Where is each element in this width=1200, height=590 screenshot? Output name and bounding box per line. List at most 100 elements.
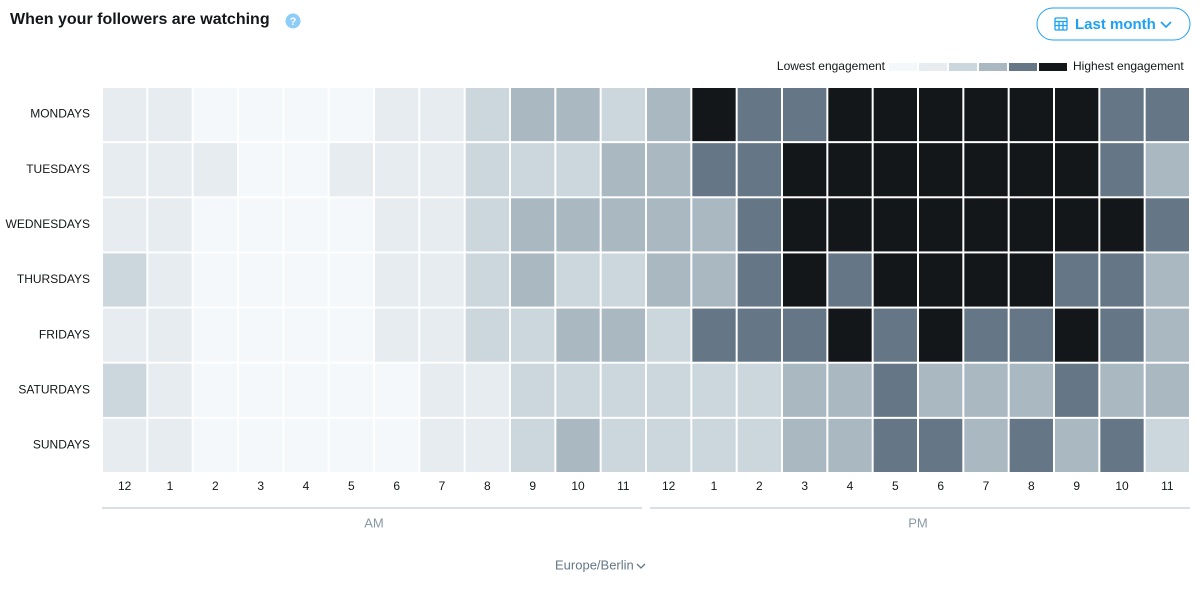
heat-cell — [511, 198, 555, 252]
heat-cell — [737, 363, 781, 417]
heat-cell — [919, 198, 963, 252]
heat-cell — [1145, 88, 1189, 142]
heat-cell — [193, 418, 237, 472]
button-frame — [1036, 7, 1191, 41]
column-label: 6 — [393, 479, 400, 493]
legend-swatch — [1039, 63, 1067, 71]
column-label: 7 — [439, 479, 446, 493]
heat-cell — [329, 198, 373, 252]
column-label: 12 — [662, 479, 676, 493]
heat-cell — [420, 418, 464, 472]
heat-cell — [919, 88, 963, 142]
heat-cell — [737, 308, 781, 362]
date-button[interactable]: Last month — [1036, 7, 1191, 41]
heat-cell — [193, 143, 237, 197]
heat-cell — [193, 88, 237, 142]
timezone-select[interactable]: Europe/Berlin — [555, 557, 646, 572]
column-label: 8 — [484, 479, 491, 493]
heat-cell — [556, 418, 600, 472]
heat-cell — [1009, 253, 1053, 307]
heat-cell — [601, 88, 645, 142]
heat-cell — [1055, 88, 1099, 142]
heat-cell — [873, 143, 917, 197]
legend-swatch — [919, 63, 947, 71]
heat-cell — [1145, 363, 1189, 417]
timezone: Europe/Berlin — [555, 557, 634, 572]
heat-cell — [465, 253, 509, 307]
heat-cell — [465, 143, 509, 197]
heat-cell — [1100, 418, 1144, 472]
heat-cell — [329, 143, 373, 197]
heat-cell — [420, 198, 464, 252]
heat-cell — [737, 88, 781, 142]
row-label: TUESDAYS — [26, 162, 90, 176]
heat-cell — [375, 253, 419, 307]
heat-cell — [601, 308, 645, 362]
heat-cell — [1100, 308, 1144, 362]
heat-cell — [511, 363, 555, 417]
heat-cell — [284, 143, 328, 197]
heat-cell — [465, 198, 509, 252]
heat-cell — [1145, 308, 1189, 362]
heat-cell — [1145, 418, 1189, 472]
heat-cell — [1055, 418, 1099, 472]
heat-cell — [556, 88, 600, 142]
heat-cell — [148, 363, 192, 417]
heat-cell — [828, 198, 872, 252]
heat-cell — [511, 143, 555, 197]
heat-cell — [1009, 363, 1053, 417]
heat-cell — [1100, 143, 1144, 197]
heat-cell — [692, 198, 736, 252]
heat-cell — [737, 253, 781, 307]
heat-cell — [511, 253, 555, 307]
heat-cell — [601, 418, 645, 472]
heat-cell — [329, 363, 373, 417]
heat-cell — [420, 143, 464, 197]
heat-cell — [1055, 198, 1099, 252]
heat-cell — [601, 143, 645, 197]
heat-cell — [329, 418, 373, 472]
heat-cell — [284, 418, 328, 472]
heat-cell — [420, 253, 464, 307]
heat-cell — [919, 308, 963, 362]
heat-cell — [239, 198, 283, 252]
column-label: 4 — [303, 479, 310, 493]
heat-cell — [1100, 363, 1144, 417]
heat-cell — [103, 143, 147, 197]
heat-cell — [828, 88, 872, 142]
heat-cell — [919, 418, 963, 472]
column-label: 8 — [1028, 479, 1035, 493]
heat-cell — [873, 253, 917, 307]
heat-cell — [148, 308, 192, 362]
legend-swatch — [949, 63, 977, 71]
group-label: AM — [364, 515, 384, 530]
heat-cell — [239, 88, 283, 142]
calendar-icon — [1054, 17, 1068, 31]
heat-cell — [873, 363, 917, 417]
row-label: FRIDAYS — [39, 327, 90, 341]
help-icon[interactable]: ? — [285, 13, 301, 29]
column-label: 11 — [617, 479, 630, 493]
heat-cell — [511, 308, 555, 362]
column-label: 2 — [212, 479, 219, 493]
row-label: WEDNESDAYS — [6, 217, 90, 231]
heat-cell — [1009, 308, 1053, 362]
heat-cell — [284, 308, 328, 362]
heat-cell — [783, 363, 827, 417]
heat-cell — [737, 198, 781, 252]
heat-cell — [375, 308, 419, 362]
heat-cell — [828, 363, 872, 417]
heat-cell — [239, 253, 283, 307]
heat-cell — [465, 418, 509, 472]
heat-cell — [647, 198, 691, 252]
heat-cell — [103, 88, 147, 142]
heat-cell — [828, 308, 872, 362]
heat-cell — [148, 88, 192, 142]
heat-cell — [103, 418, 147, 472]
heat-cell — [873, 88, 917, 142]
heat-cell — [1100, 88, 1144, 142]
heat-cell — [601, 198, 645, 252]
heat-cell — [783, 253, 827, 307]
column-label: 2 — [756, 479, 763, 493]
heat-cell — [964, 308, 1008, 362]
